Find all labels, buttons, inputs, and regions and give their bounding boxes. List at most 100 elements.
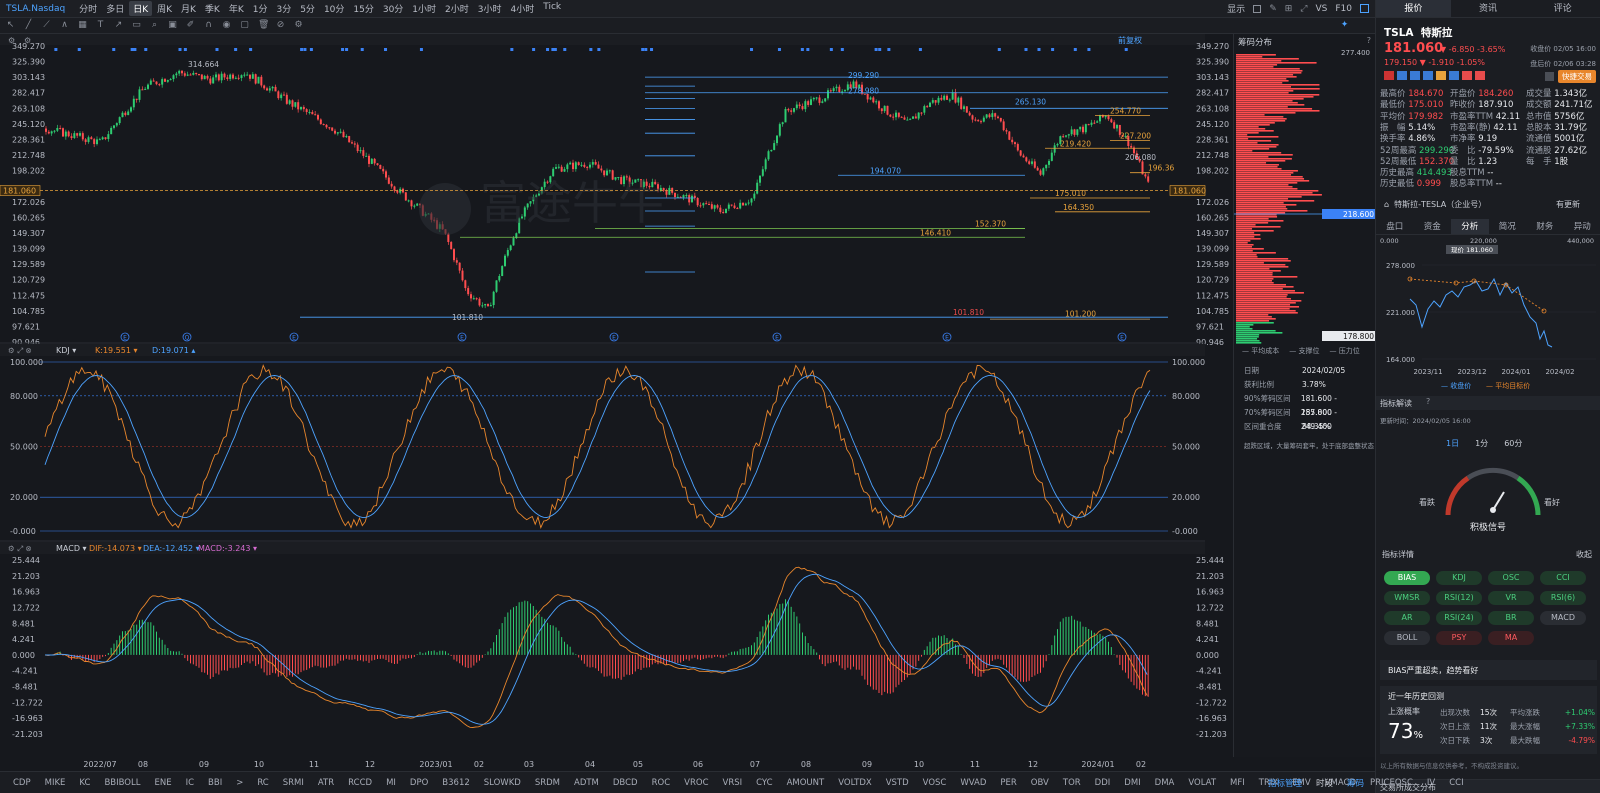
event-marker[interactable] [510,48,514,51]
badge-icon[interactable] [1449,71,1459,80]
event-marker[interactable] [215,48,219,51]
badge-icon[interactable] [1410,71,1420,80]
period-tab[interactable]: 3分 [276,5,292,15]
detail-subtab[interactable]: 财务 [1536,222,1554,232]
earnings-marker[interactable] [772,332,782,342]
period-tab[interactable]: 分时 [79,5,98,15]
event-marker[interactable] [641,48,645,51]
earnings-marker[interactable] [289,332,299,342]
period-tab[interactable]: 1小时 [412,5,437,15]
indicator-tab[interactable]: IV [1426,777,1436,788]
f10-button[interactable]: F10 [1335,3,1352,14]
indicator-pill[interactable]: MACD [1540,611,1586,625]
event-marker[interactable] [546,48,550,51]
indicator-pill[interactable]: BOLL [1384,631,1430,645]
indicator-tab[interactable]: VRSI [722,777,743,788]
period-tab[interactable]: 多日 [106,5,125,15]
quote-tab[interactable]: 资讯 [1479,4,1498,14]
measure-icon[interactable]: ▣ [168,20,177,30]
event-marker[interactable] [874,48,878,51]
earnings-marker[interactable] [182,332,192,342]
exchange-distribution-header[interactable]: 交易所成交分布 [1376,779,1600,793]
event-marker[interactable] [589,48,593,51]
event-marker[interactable] [1073,48,1077,51]
hide-icon[interactable]: ⊘ [276,20,285,30]
event-marker[interactable] [551,48,555,51]
indicator-tab[interactable]: B3612 [442,777,470,788]
indicator-tab[interactable]: PRICEOSC [1370,777,1413,788]
indicator-pill[interactable]: BIAS [1384,571,1430,585]
indicator-tab[interactable]: CCI [1449,777,1464,788]
earnings-marker[interactable] [1117,332,1127,342]
trash-icon[interactable]: 🗑 [258,20,270,30]
event-marker[interactable] [54,48,58,51]
lock-icon[interactable]: ▢ [240,20,249,30]
badge-icon[interactable] [1462,71,1472,80]
indicator-period[interactable]: 1日 [1446,439,1460,448]
event-marker[interactable] [309,48,313,51]
event-marker[interactable] [341,48,345,51]
event-marker[interactable] [997,48,1001,51]
indicator-tab[interactable]: SRDM [534,777,560,788]
period-tab[interactable]: 4小时 [510,5,535,15]
rect-tool-icon[interactable]: ▭ [132,20,141,30]
indicator-tab[interactable]: CYC [756,777,773,788]
detail-subtab[interactable]: 资金 [1423,222,1441,232]
indicator-tab[interactable]: BBIBOLL [104,777,141,788]
earnings-marker[interactable] [609,332,619,342]
event-marker[interactable] [800,48,804,51]
event-marker[interactable] [1051,48,1055,51]
arrow-tool-icon[interactable]: ↗ [114,20,123,30]
kdj-name[interactable]: KDJ ▾ [56,346,76,355]
indicator-tab[interactable]: BBI [208,777,223,788]
event-marker[interactable] [130,48,134,51]
event-marker[interactable] [303,48,307,51]
period-tab[interactable]: 2小时 [445,5,469,15]
company-link[interactable]: ⌂ 特斯拉-TESLA（企业号） [1384,200,1487,209]
event-marker[interactable] [183,48,187,51]
macd-name[interactable]: MACD ▾ [56,544,87,553]
event-marker[interactable] [887,48,891,51]
cursor-icon[interactable]: ↖ [6,20,15,30]
event-marker[interactable] [360,48,364,51]
indicator-tab[interactable]: DPO [409,777,429,788]
event-marker[interactable] [234,48,238,51]
badge-icon[interactable] [1475,71,1485,80]
indicator-tab[interactable]: VROC [684,777,709,788]
ray-tool-icon[interactable]: ⟋ [43,20,50,30]
period-tab[interactable]: 年K [228,5,244,15]
quote-tab[interactable]: 报价 [1376,0,1451,17]
event-marker[interactable] [829,48,833,51]
indicator-tab[interactable]: TRIX [1258,777,1279,788]
event-marker[interactable] [77,48,81,51]
fib-tool-icon[interactable]: ▦ [78,20,87,30]
period-tab[interactable]: 10分 [323,5,345,15]
period-tab[interactable]: 日K [129,1,153,16]
period-tab[interactable]: 1分 [252,5,268,15]
search-icon[interactable]: ⌕ [151,20,158,30]
indicator-tab[interactable]: ENE [154,777,172,788]
event-marker[interactable] [597,48,601,51]
indicator-tab[interactable]: KC [79,777,91,788]
indicator-tab[interactable]: MI [386,777,396,788]
checkbox-icon[interactable] [1253,4,1262,13]
help-icon[interactable]: ? [1366,36,1371,45]
event-marker[interactable] [1024,48,1028,51]
grid-icon[interactable]: ⊞ [1284,3,1293,14]
eye-icon[interactable]: ◉ [222,20,231,30]
event-marker[interactable] [144,48,148,51]
event-marker[interactable] [840,48,844,51]
indicator-tab[interactable]: RCCD [348,777,373,788]
event-marker[interactable] [644,48,648,51]
event-marker[interactable] [878,48,882,51]
event-marker[interactable] [532,48,536,51]
indicator-tab[interactable]: OBV [1030,777,1049,788]
indicator-tab[interactable]: VMACD [1324,777,1357,788]
indicator-pill[interactable]: AR [1384,611,1430,625]
indicator-tab[interactable]: PER [1000,777,1017,788]
event-marker[interactable] [249,48,253,51]
earnings-marker[interactable] [942,332,952,342]
vs-button[interactable]: VS [1315,3,1328,14]
indicator-tab[interactable]: IC [185,777,195,788]
detail-subtab[interactable]: 异动 [1573,222,1591,232]
